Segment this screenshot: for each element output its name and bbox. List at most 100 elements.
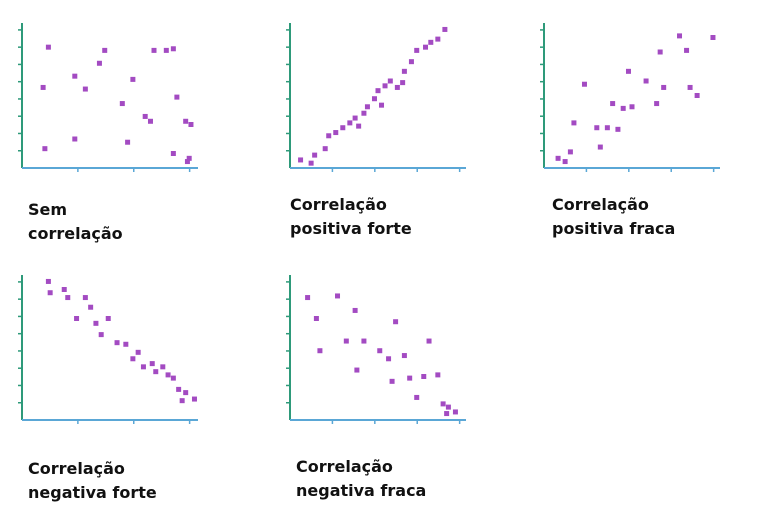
scatter-point <box>610 101 616 107</box>
scatter-point <box>123 341 129 347</box>
scatter-chart-4 <box>18 275 198 424</box>
scatter-point <box>88 304 94 310</box>
scatter-point <box>130 356 136 362</box>
scatter-point <box>170 151 176 156</box>
scatter-point <box>677 33 683 39</box>
scatter-point <box>347 120 353 126</box>
scatter-point <box>654 101 660 107</box>
scatter-point <box>393 319 399 325</box>
scatter-point <box>389 378 395 384</box>
scatter-point <box>710 35 716 40</box>
scatter-point <box>114 340 120 346</box>
scatter-point <box>361 338 367 344</box>
scatter-point <box>45 278 51 284</box>
scatter-point <box>135 349 141 355</box>
scatter-point <box>657 49 663 55</box>
scatter-point <box>326 133 332 139</box>
caption-line-2: negativa forte <box>28 483 157 502</box>
scatter-point <box>408 59 414 65</box>
scatter-point <box>160 364 166 370</box>
scatter-point <box>567 149 573 155</box>
scatter-point <box>643 78 649 84</box>
caption-line-2: positiva forte <box>290 219 412 238</box>
scatter-point <box>604 125 610 131</box>
scatter-point <box>555 155 561 161</box>
scatter-point <box>386 356 392 362</box>
scatter-point <box>661 84 667 90</box>
scatter-point <box>147 118 153 124</box>
scatter-point <box>61 287 67 292</box>
scatter-point <box>170 375 176 381</box>
caption-negativa-forte: Correlação negativa forte <box>28 457 157 505</box>
caption-line-1: Correlação <box>552 195 649 214</box>
scatter-point <box>594 125 600 131</box>
scatter-point <box>96 60 102 66</box>
scatter-point <box>571 120 577 126</box>
scatter-point <box>426 338 432 344</box>
scatter-chart-1 <box>18 23 198 172</box>
scatter-point <box>151 47 157 53</box>
scatter-point <box>435 372 441 378</box>
scatter-point <box>42 146 48 152</box>
scatter-point <box>142 113 148 119</box>
scatter-point <box>356 123 362 129</box>
scatter-point <box>65 295 71 301</box>
scatter-point <box>387 78 393 84</box>
scatter-point <box>694 93 700 98</box>
scatter-point <box>72 136 78 142</box>
scatter-point <box>364 104 370 110</box>
scatter-point <box>375 88 381 94</box>
scatter-point <box>440 401 446 407</box>
scatter-point <box>562 159 568 165</box>
scatter-chart-2 <box>286 23 466 172</box>
scatter-point <box>317 348 323 354</box>
scatter-point <box>130 76 136 82</box>
scatter-point <box>687 84 693 90</box>
caption-line-2: positiva fraca <box>552 219 676 238</box>
scatter-point <box>361 110 367 116</box>
scatter-point <box>105 316 111 321</box>
scatter-point <box>421 374 427 379</box>
caption-line-1: Correlação <box>28 459 125 478</box>
scatter-point <box>407 375 413 381</box>
caption-positiva-forte: Correlação positiva forte <box>290 193 412 241</box>
scatter-point <box>149 361 155 367</box>
scatter-point <box>333 130 339 136</box>
scatter-chart-3 <box>540 23 720 172</box>
scatter-point <box>343 338 349 344</box>
scatter-point <box>435 36 441 42</box>
scatter-point <box>629 104 635 110</box>
scatter-point <box>620 105 626 111</box>
scatter-point <box>581 81 587 87</box>
scatter-chart-5 <box>286 275 466 424</box>
scatter-point <box>188 122 194 127</box>
scatter-point <box>165 372 171 378</box>
scatter-point <box>382 83 388 89</box>
scatter-point <box>163 47 169 53</box>
scatter-point <box>140 364 146 370</box>
scatter-point <box>183 118 189 124</box>
caption-positiva-fraca: Correlação positiva fraca <box>552 193 675 241</box>
scatter-point <box>400 80 406 86</box>
scatter-point <box>102 47 108 53</box>
caption-line-1: Correlação <box>296 457 393 476</box>
scatter-point <box>153 369 159 375</box>
scatter-point <box>313 316 319 321</box>
scatter-point <box>377 348 383 354</box>
scatter-point <box>179 398 185 404</box>
scatter-point <box>98 332 104 338</box>
scatter-point <box>428 39 434 45</box>
caption-line-2: correlação <box>28 224 123 243</box>
scatter-point <box>414 47 420 53</box>
scatter-point <box>352 115 358 121</box>
scatter-point <box>82 86 88 92</box>
scatter-point <box>174 94 180 100</box>
scatter-point <box>40 84 46 90</box>
scatter-point <box>72 73 78 79</box>
scatter-point <box>394 84 400 90</box>
scatter-point <box>186 155 192 161</box>
scatter-point <box>74 316 80 321</box>
caption-negativa-fraca: Correlação negativa fraca <box>296 455 426 503</box>
scatter-point <box>305 295 311 301</box>
scatter-point <box>625 68 631 74</box>
